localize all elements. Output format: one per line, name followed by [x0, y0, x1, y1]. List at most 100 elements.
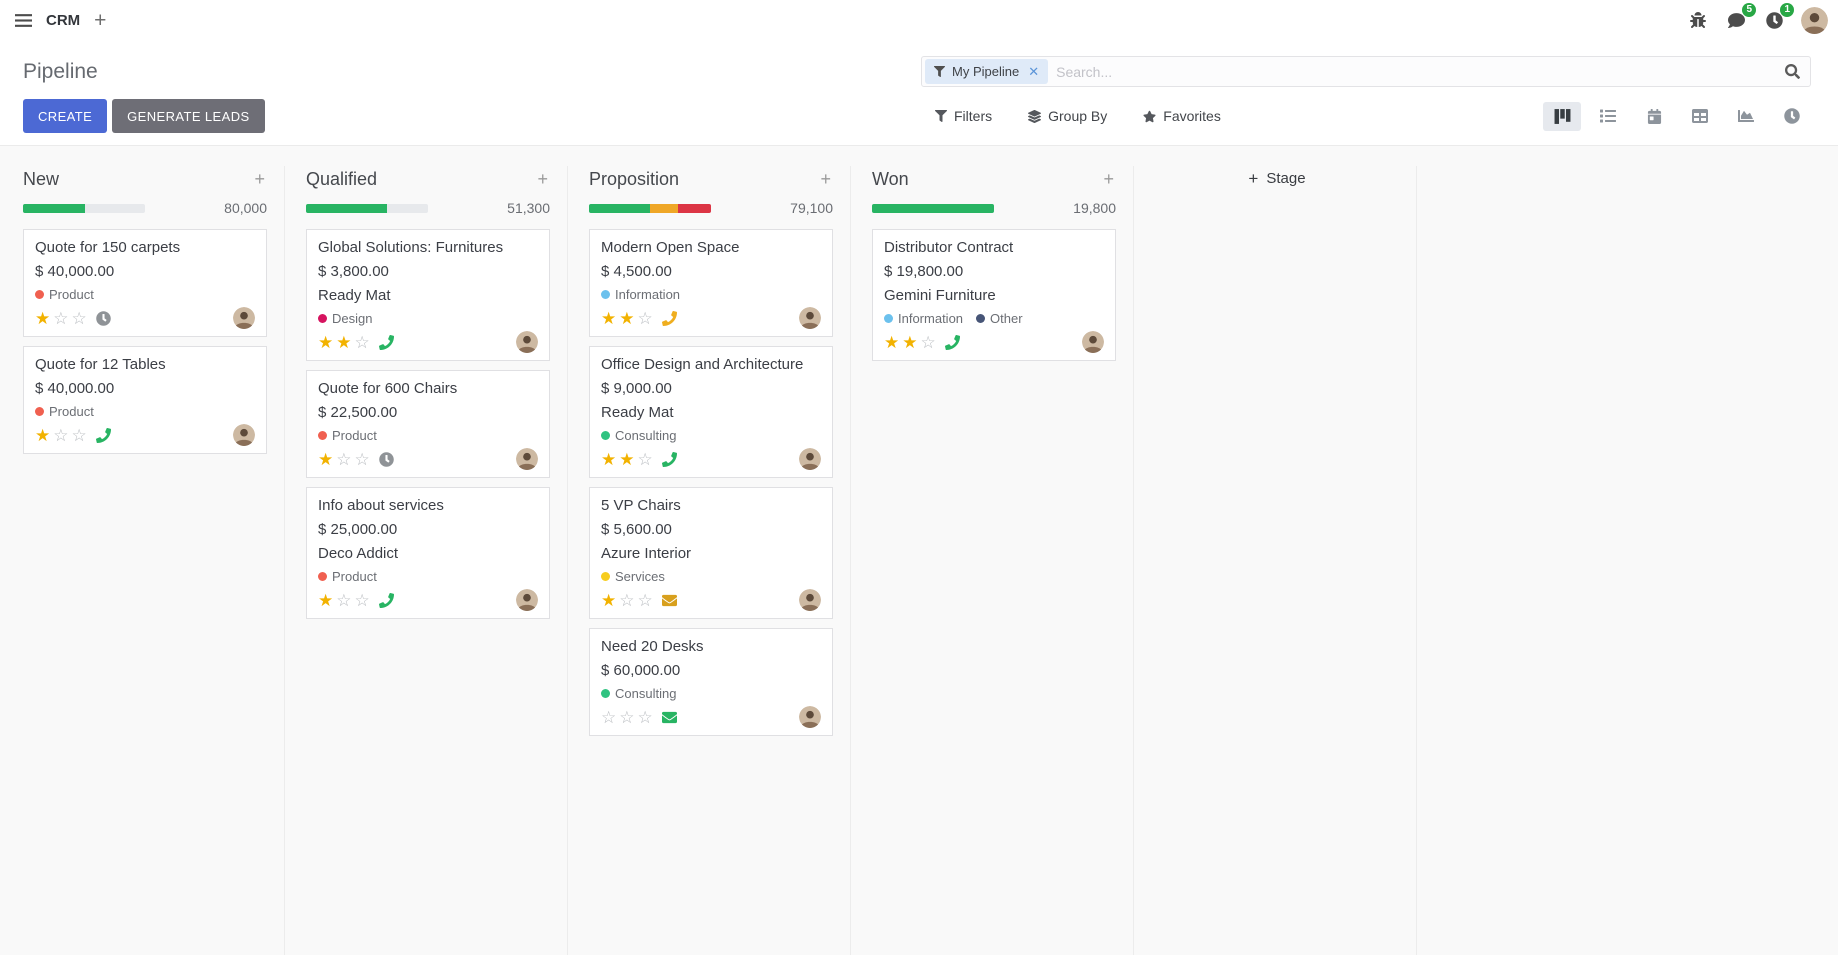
salesperson-avatar [516, 331, 538, 353]
kanban-card[interactable]: Office Design and Architecture $ 9,000.00… [589, 346, 833, 478]
star-empty-icon[interactable]: ☆ [53, 425, 69, 445]
quick-add-record-button[interactable]: + [254, 169, 265, 189]
star-empty-icon[interactable]: ☆ [53, 308, 69, 328]
star-empty-icon[interactable]: ☆ [637, 707, 653, 727]
filters-menu-button[interactable]: Filters [935, 108, 992, 124]
kanban-card[interactable]: Quote for 150 carpets $ 40,000.00 Product ★… [23, 229, 267, 337]
apps-menu-button[interactable] [4, 0, 42, 40]
star-empty-icon[interactable]: ☆ [637, 449, 653, 469]
activity-clock-button[interactable] [95, 310, 111, 326]
star-filled-icon[interactable]: ★ [35, 308, 51, 328]
progress-segment[interactable] [872, 203, 994, 213]
progress-segment[interactable] [306, 203, 387, 213]
debug-bug-icon[interactable] [1679, 0, 1717, 40]
star-empty-icon[interactable]: ☆ [619, 590, 635, 610]
search-facet[interactable]: My Pipeline ✕ [925, 59, 1049, 84]
view-list-button[interactable] [1589, 102, 1627, 131]
progress-segment[interactable] [589, 203, 650, 213]
activity-phone-button[interactable] [661, 310, 677, 326]
tag-color-dot [601, 431, 610, 440]
star-filled-icon[interactable]: ★ [318, 590, 334, 610]
kanban-card[interactable]: 5 VP Chairs $ 5,600.00 Azure Interior Servi… [589, 487, 833, 619]
star-filled-icon[interactable]: ★ [619, 449, 635, 469]
star-filled-icon[interactable]: ★ [619, 308, 635, 328]
progress-segment[interactable] [23, 203, 86, 213]
star-filled-icon[interactable]: ★ [318, 449, 334, 469]
kanban-card[interactable]: Quote for 600 Chairs $ 22,500.00 Product ★ ☆… [306, 370, 550, 478]
activities-icon-button[interactable]: 1 [1755, 0, 1794, 40]
activity-phone-button[interactable] [95, 427, 111, 443]
star-filled-icon[interactable]: ★ [35, 425, 51, 445]
star-filled-icon[interactable]: ★ [884, 332, 900, 352]
star-filled-icon[interactable]: ★ [601, 308, 617, 328]
star-filled-icon[interactable]: ★ [318, 332, 334, 352]
progress-segment[interactable] [678, 203, 711, 213]
card-tags: Product [318, 428, 538, 443]
activity-envelope-button[interactable] [661, 593, 677, 608]
star-filled-icon[interactable]: ★ [336, 332, 352, 352]
quick-add-record-button[interactable]: + [537, 169, 548, 189]
salesperson-avatar [799, 589, 821, 611]
search-input[interactable] [1048, 63, 1785, 80]
column-counter: 19,800 [1073, 200, 1116, 216]
kanban-card[interactable]: Quote for 12 Tables $ 40,000.00 Product ★ ☆ ☆ [23, 346, 267, 454]
view-kanban-button[interactable] [1543, 101, 1581, 131]
column-progressbar[interactable] [306, 203, 428, 213]
star-empty-icon[interactable]: ☆ [619, 707, 635, 727]
column-progressbar[interactable] [589, 203, 711, 213]
kanban-card[interactable]: Distributor Contract $ 19,800.00 Gemini Fu… [872, 229, 1116, 361]
star-filled-icon[interactable]: ★ [601, 590, 617, 610]
quick-add-record-button[interactable]: + [1103, 169, 1114, 189]
facet-remove-icon[interactable]: ✕ [1028, 63, 1040, 79]
messages-icon-button[interactable]: 5 [1717, 0, 1756, 40]
star-empty-icon[interactable]: ☆ [637, 308, 653, 328]
star-empty-icon[interactable]: ☆ [354, 332, 370, 352]
star-empty-icon[interactable]: ☆ [601, 707, 617, 727]
kanban-card[interactable]: Global Solutions: Furnitures $ 3,800.00 Re… [306, 229, 550, 361]
star-empty-icon[interactable]: ☆ [336, 449, 352, 469]
card-customer: Ready Mat [318, 287, 391, 304]
activity-phone-button[interactable] [661, 451, 677, 467]
add-stage-button[interactable]: + Stage [1248, 170, 1305, 187]
column-cards: Global Solutions: Furnitures $ 3,800.00 Re… [306, 229, 550, 619]
kanban-card[interactable]: Need 20 Desks $ 60,000.00 Consulting ☆ ☆ ☆ [589, 628, 833, 736]
activity-phone-button[interactable] [378, 592, 394, 608]
favorites-menu-button[interactable]: Favorites [1143, 108, 1221, 124]
app-name[interactable]: CRM [46, 11, 81, 29]
group-by-menu-button[interactable]: Group By [1028, 108, 1107, 124]
view-activity-button[interactable] [1773, 102, 1811, 131]
progress-segment[interactable] [650, 203, 679, 213]
quick-add-record-button[interactable]: + [820, 169, 831, 189]
activity-phone-button[interactable] [944, 334, 960, 350]
view-calendar-button[interactable] [1635, 102, 1673, 131]
card-tag: Product [318, 569, 377, 584]
star-empty-icon[interactable]: ☆ [354, 590, 370, 610]
activity-clock-button[interactable] [378, 451, 394, 467]
star-empty-icon[interactable]: ☆ [336, 590, 352, 610]
kanban-card[interactable]: Info about services $ 25,000.00 Deco Addic… [306, 487, 550, 619]
search-bar[interactable]: My Pipeline ✕ [921, 56, 1811, 87]
column-progressbar[interactable] [872, 203, 994, 213]
plus-menu-icon[interactable]: + [94, 8, 107, 32]
card-title: Quote for 150 carpets [35, 239, 181, 256]
star-filled-icon[interactable]: ★ [902, 332, 918, 352]
card-tags: Information [601, 287, 821, 302]
star-empty-icon[interactable]: ☆ [920, 332, 936, 352]
star-filled-icon[interactable]: ★ [601, 449, 617, 469]
user-avatar[interactable] [1801, 6, 1828, 34]
column-title: Proposition [589, 168, 680, 189]
star-empty-icon[interactable]: ☆ [71, 308, 87, 328]
clock-icon [1765, 11, 1783, 29]
search-icon[interactable] [1785, 64, 1800, 79]
star-empty-icon[interactable]: ☆ [71, 425, 87, 445]
kanban-card[interactable]: Modern Open Space $ 4,500.00 Information ★ ★… [589, 229, 833, 337]
view-pivot-button[interactable] [1681, 102, 1719, 131]
view-graph-button[interactable] [1727, 102, 1765, 131]
create-button[interactable]: CREATE [23, 99, 108, 133]
generate-leads-button[interactable]: GENERATE LEADS [112, 99, 265, 133]
star-empty-icon[interactable]: ☆ [354, 449, 370, 469]
activity-phone-button[interactable] [378, 334, 394, 350]
star-empty-icon[interactable]: ☆ [637, 590, 653, 610]
activity-envelope-button[interactable] [661, 710, 677, 725]
column-progressbar[interactable] [23, 203, 145, 213]
